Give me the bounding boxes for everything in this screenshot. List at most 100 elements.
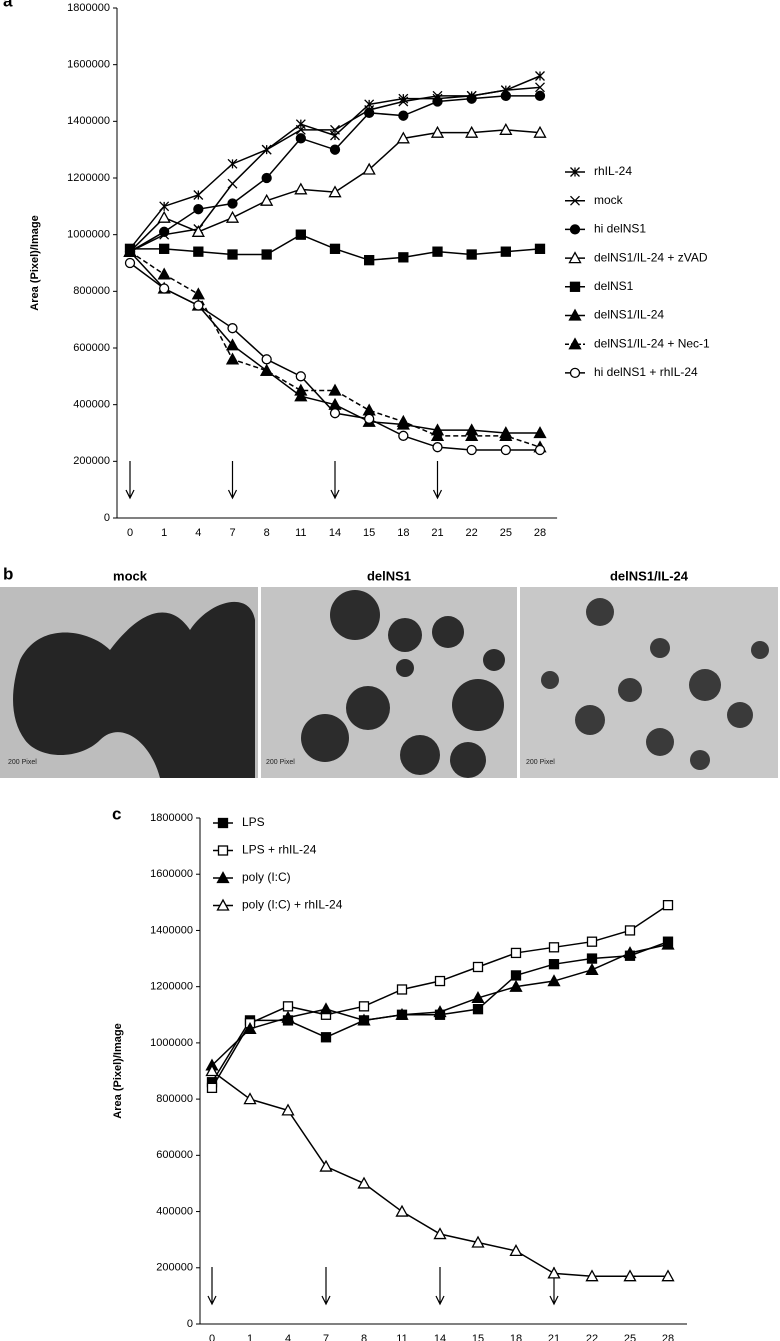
point bbox=[661, 937, 675, 950]
point bbox=[434, 975, 446, 987]
point bbox=[509, 1244, 523, 1257]
legend-label: poly (I:C) bbox=[242, 870, 291, 884]
x-tick-label: 14 bbox=[329, 527, 341, 539]
x-tick-label: 21 bbox=[431, 527, 443, 539]
cell-clusters bbox=[301, 590, 505, 778]
x-tick-label: 22 bbox=[586, 1333, 598, 1341]
x-tick-label: 11 bbox=[295, 527, 306, 539]
x-tick-label: 4 bbox=[285, 1333, 291, 1341]
point bbox=[548, 942, 560, 953]
point bbox=[499, 428, 513, 441]
point bbox=[547, 974, 561, 987]
point bbox=[364, 413, 375, 424]
point bbox=[466, 93, 477, 104]
point bbox=[159, 283, 170, 294]
point bbox=[471, 1235, 485, 1248]
micrograph-panel: mock delNS1 delNS1/IL-24 200 Pixel 200 P… bbox=[0, 568, 778, 778]
point bbox=[534, 444, 546, 456]
x-tick-label: 1 bbox=[161, 527, 167, 539]
point bbox=[465, 125, 479, 138]
point bbox=[586, 936, 598, 947]
y-tick-label: 1600000 bbox=[67, 59, 110, 71]
scale-bar-label: 200 Pixel bbox=[266, 759, 295, 766]
point bbox=[358, 1001, 370, 1012]
point bbox=[585, 1269, 599, 1282]
cell-clusters bbox=[541, 598, 769, 770]
point bbox=[295, 133, 306, 144]
micrograph-label: delNS1/IL-24 bbox=[610, 568, 689, 583]
x-tick-label: 18 bbox=[397, 527, 409, 539]
point bbox=[466, 444, 477, 456]
point bbox=[396, 984, 408, 995]
point bbox=[294, 389, 308, 402]
point bbox=[261, 354, 272, 365]
panel-label: c bbox=[112, 804, 121, 823]
point bbox=[500, 444, 511, 456]
point bbox=[586, 953, 598, 964]
y-tick-label: 1800000 bbox=[67, 2, 110, 14]
legend-marker bbox=[568, 337, 582, 350]
point bbox=[472, 1004, 484, 1015]
point bbox=[510, 970, 522, 981]
point bbox=[243, 1021, 257, 1034]
point bbox=[357, 1013, 371, 1026]
y-tick-label: 800000 bbox=[156, 1093, 193, 1105]
point bbox=[225, 338, 240, 351]
y-tick-label: 1000000 bbox=[67, 229, 110, 241]
point bbox=[328, 383, 342, 396]
micrograph-label: mock bbox=[113, 568, 148, 583]
point bbox=[282, 1001, 294, 1012]
point bbox=[227, 178, 238, 189]
y-tick-label: 200000 bbox=[156, 1262, 193, 1274]
x-tick-label: 8 bbox=[264, 527, 270, 539]
point bbox=[472, 961, 484, 973]
point bbox=[330, 124, 340, 135]
x-tick-label: 25 bbox=[500, 527, 512, 539]
point bbox=[294, 383, 308, 396]
point bbox=[362, 162, 376, 175]
point bbox=[362, 403, 376, 416]
point bbox=[157, 267, 171, 280]
point bbox=[320, 1032, 332, 1043]
point bbox=[398, 96, 409, 107]
point bbox=[432, 442, 443, 453]
point bbox=[227, 249, 238, 260]
scale-bar-label: 200 Pixel bbox=[526, 759, 555, 766]
point bbox=[295, 229, 306, 240]
point bbox=[432, 96, 443, 107]
legend-marker bbox=[569, 281, 581, 292]
point bbox=[319, 1002, 333, 1015]
point bbox=[510, 947, 522, 959]
point bbox=[123, 244, 137, 257]
point bbox=[261, 172, 272, 184]
legend-label: LPS bbox=[242, 815, 265, 829]
point bbox=[535, 71, 545, 81]
point bbox=[395, 1204, 409, 1217]
arrow bbox=[227, 461, 238, 500]
point bbox=[500, 90, 511, 101]
point bbox=[193, 190, 204, 200]
legend-marker bbox=[568, 308, 582, 321]
series bbox=[205, 937, 675, 1071]
point bbox=[319, 1159, 333, 1172]
point bbox=[534, 90, 546, 101]
y-tick-label: 600000 bbox=[73, 342, 110, 354]
point bbox=[534, 243, 546, 254]
panel-label: b bbox=[3, 564, 13, 583]
series bbox=[124, 229, 546, 266]
point bbox=[295, 124, 306, 135]
point bbox=[357, 1176, 371, 1189]
y-tick-label: 1800000 bbox=[150, 812, 193, 824]
arrow bbox=[435, 1267, 445, 1306]
point bbox=[281, 1103, 295, 1116]
point bbox=[624, 925, 636, 936]
point bbox=[294, 182, 308, 195]
y-tick-label: 1200000 bbox=[67, 172, 110, 184]
y-tick-label: 400000 bbox=[73, 399, 110, 411]
x-tick-label: 0 bbox=[127, 527, 133, 539]
point bbox=[398, 110, 409, 121]
x-tick-label: 14 bbox=[434, 1333, 446, 1341]
point bbox=[193, 246, 204, 257]
x-tick-label: 4 bbox=[195, 527, 201, 539]
